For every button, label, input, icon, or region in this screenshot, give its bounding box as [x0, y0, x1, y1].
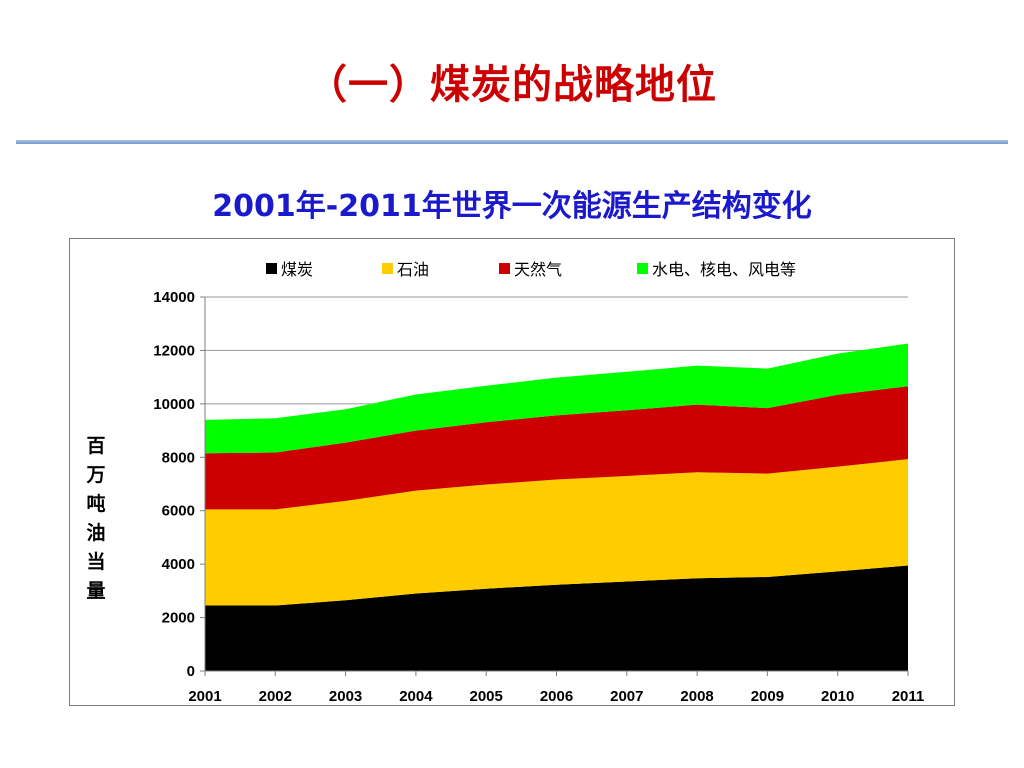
x-tick-label: 2009 — [751, 688, 784, 705]
area-series-0 — [205, 565, 908, 671]
y-tick-label: 2000 — [162, 610, 195, 627]
area-series-3 — [205, 343, 908, 454]
legend-swatch — [382, 263, 393, 274]
x-tick-label: 2004 — [399, 688, 433, 705]
legend-label: 天然气 — [514, 260, 562, 279]
legend-swatch — [499, 263, 510, 274]
y-tick-label: 8000 — [162, 449, 195, 466]
legend-swatch — [266, 263, 277, 274]
x-tick-label: 2008 — [680, 688, 713, 705]
x-tick-label: 2006 — [540, 688, 573, 705]
legend-label: 水电、核电、风电等 — [652, 260, 796, 279]
legend-label: 石油 — [397, 260, 429, 279]
area-series-1 — [205, 459, 908, 606]
slide-title: （一）煤炭的战略地位 — [307, 62, 717, 108]
x-tick-label: 2005 — [470, 688, 503, 705]
x-tick-label: 2002 — [259, 688, 292, 705]
x-tick-label: 2007 — [610, 688, 643, 705]
y-tick-label: 10000 — [153, 396, 195, 413]
legend: 煤炭 石油 天然气 水电、核电、风电等 — [266, 260, 796, 279]
axes: 0 2000 4000 6000 8000 10000 12000 14000 2001 2002… — [153, 289, 924, 705]
x-tick-label: 2001 — [188, 688, 221, 705]
y-tick-label: 0 — [187, 663, 195, 680]
x-tick-label: 2003 — [329, 688, 362, 705]
area-series-2 — [205, 386, 908, 510]
y-tick-label: 6000 — [162, 503, 195, 520]
title-divider — [16, 140, 1008, 144]
legend-swatch — [637, 263, 648, 274]
y-tick-label: 14000 — [153, 289, 195, 306]
x-tick-label: 2011 — [892, 688, 925, 705]
y-tick-label: 4000 — [162, 556, 195, 573]
chart-heading: 2001年-2011年世界一次能源生产结构变化 — [212, 189, 812, 224]
y-axis-title: 百万吨油当量 — [86, 435, 106, 602]
x-tick-label: 2010 — [821, 688, 854, 705]
legend-label: 煤炭 — [281, 260, 313, 279]
area-series — [205, 343, 908, 671]
y-tick-label: 12000 — [153, 342, 195, 359]
